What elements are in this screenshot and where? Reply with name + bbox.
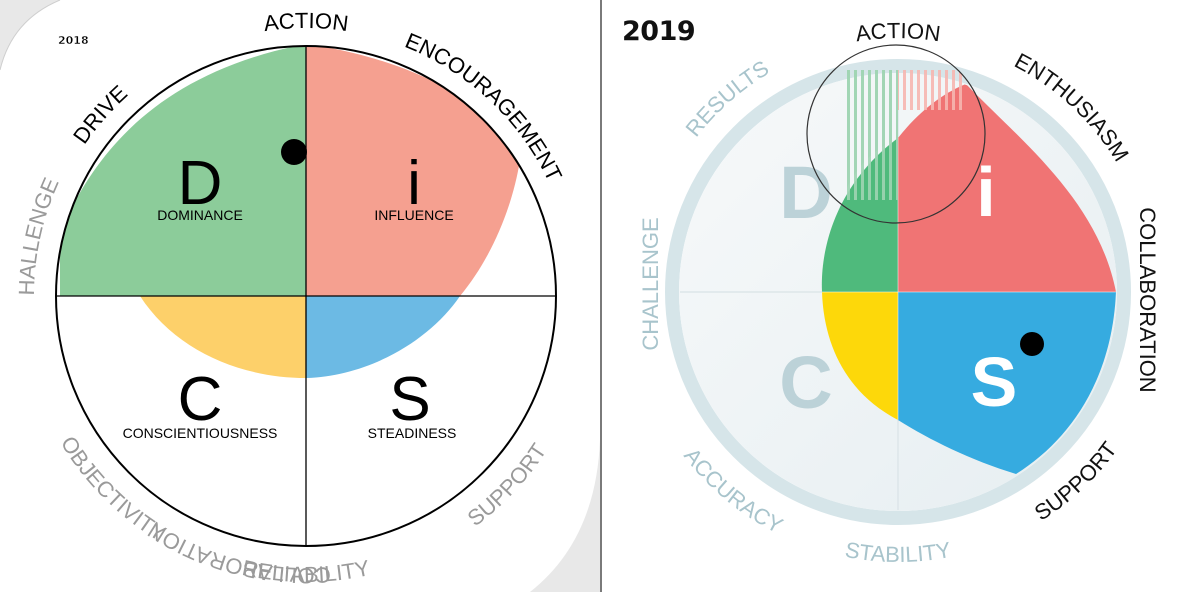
ring-label-challenge-2019: CHALLENGE xyxy=(638,217,663,350)
quadrant-i-fill-2019 xyxy=(898,84,1116,292)
quadrant-s-fill-2019 xyxy=(898,292,1116,474)
svg-text:COLLABORATION: COLLABORATION xyxy=(1135,207,1160,392)
panel-2018: D i C S DOMINANCE INFLUENCE CONSCIENTIOU… xyxy=(0,0,600,592)
ring-label-reliability-2018: RELIABILITY xyxy=(240,555,372,587)
letter-d-2018: D xyxy=(178,149,223,218)
letter-d-2019: D xyxy=(779,151,832,234)
ring-label-support-2018: SUPPORT xyxy=(463,439,552,531)
outer-ring-2019 xyxy=(665,59,1131,525)
ring-label-objectivity-2018: OBJECTIVITY xyxy=(56,432,171,547)
quadrant-c-fill xyxy=(140,296,306,378)
letter-c-2018: C xyxy=(178,365,223,434)
svg-text:SUPPORT: SUPPORT xyxy=(463,439,552,531)
letter-s-2019: S xyxy=(971,343,1018,421)
letter-s-2018: S xyxy=(389,365,430,434)
ring-label-collaboration-2019: COLLABORATION xyxy=(1135,207,1160,392)
svg-text:RELIABILITY: RELIABILITY xyxy=(240,555,372,587)
svg-text:OBJECTIVITY: OBJECTIVITY xyxy=(56,432,171,547)
year-label-2019: 2019 xyxy=(622,16,696,47)
quadrant-c-fill-2019 xyxy=(822,292,898,420)
letter-i-2019: i xyxy=(976,153,995,231)
position-marker-2019 xyxy=(1020,332,1044,356)
svg-text:CHALLENGE: CHALLENGE xyxy=(638,217,663,350)
ring-label-action-2018: ACTION xyxy=(262,8,350,36)
label-influence: INFLUENCE xyxy=(374,207,453,223)
label-steadiness: STEADINESS xyxy=(368,425,457,441)
quadrant-i-fill xyxy=(306,46,520,296)
label-conscientiousness: CONSCIENTIOUSNESS xyxy=(123,425,278,441)
svg-text:STABILITY: STABILITY xyxy=(843,537,953,567)
magnifier-lens xyxy=(806,44,986,224)
panel-2019: D C i S ACTION RESULTS xyxy=(638,18,1160,567)
label-dominance: DOMINANCE xyxy=(157,207,243,223)
position-marker-2018 xyxy=(281,139,307,165)
ring-label-stability-2019: STABILITY xyxy=(843,537,953,567)
paper-curl-bottom-right xyxy=(530,440,600,592)
quadrant-d-fill xyxy=(60,46,306,296)
svg-text:ACTION: ACTION xyxy=(262,8,350,36)
ring-label-action-2019: ACTION xyxy=(854,18,942,46)
svg-text:ACTION: ACTION xyxy=(854,18,942,46)
paper-curl-top-left xyxy=(0,0,60,70)
letter-c-2019: C xyxy=(779,341,832,424)
year-label-2018: 2018 xyxy=(58,34,89,47)
quadrant-s-fill xyxy=(306,296,460,378)
letter-i-2018: i xyxy=(407,149,421,218)
